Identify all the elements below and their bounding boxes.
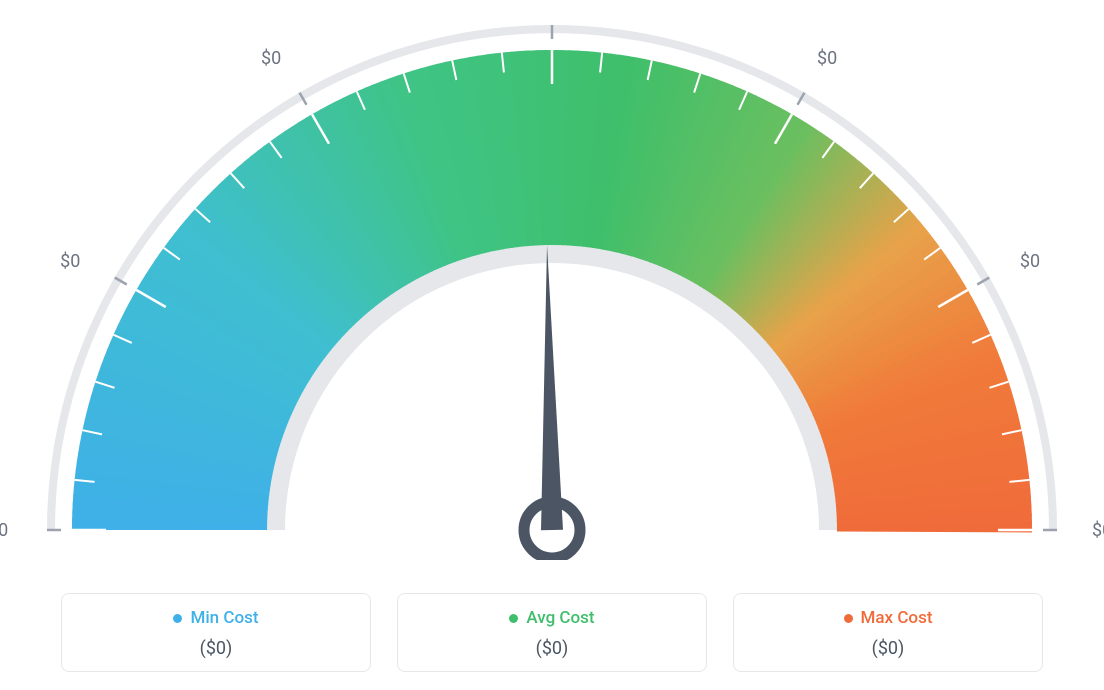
legend-label-max: Max Cost [861,608,933,628]
cost-gauge-chart: $0 $0 $0 $0 $0 $0 $0 [0,0,1104,560]
legend-card-min: Min Cost ($0) [61,593,371,673]
legend-value-max: ($0) [744,638,1032,659]
legend-dot-avg [509,614,518,623]
gauge-scale-label: $0 [0,520,8,541]
gauge-scale-label: $0 [817,48,837,69]
legend-label-avg: Avg Cost [526,608,594,628]
gauge-scale-label: $0 [261,48,281,69]
legend-row: Min Cost ($0) Avg Cost ($0) Max Cost ($0… [0,593,1104,673]
gauge-scale-label: $0 [60,251,80,272]
legend-card-max: Max Cost ($0) [733,593,1043,673]
legend-dot-max [844,614,853,623]
gauge-scale-label: $0 [540,0,560,3]
legend-value-avg: ($0) [408,638,696,659]
legend-card-avg: Avg Cost ($0) [397,593,707,673]
gauge-svg [0,0,1104,560]
gauge-scale-label: $0 [1020,251,1040,272]
legend-dot-min [173,614,182,623]
legend-label-min: Min Cost [190,608,258,628]
legend-value-min: ($0) [72,638,360,659]
gauge-scale-label: $0 [1092,520,1104,541]
